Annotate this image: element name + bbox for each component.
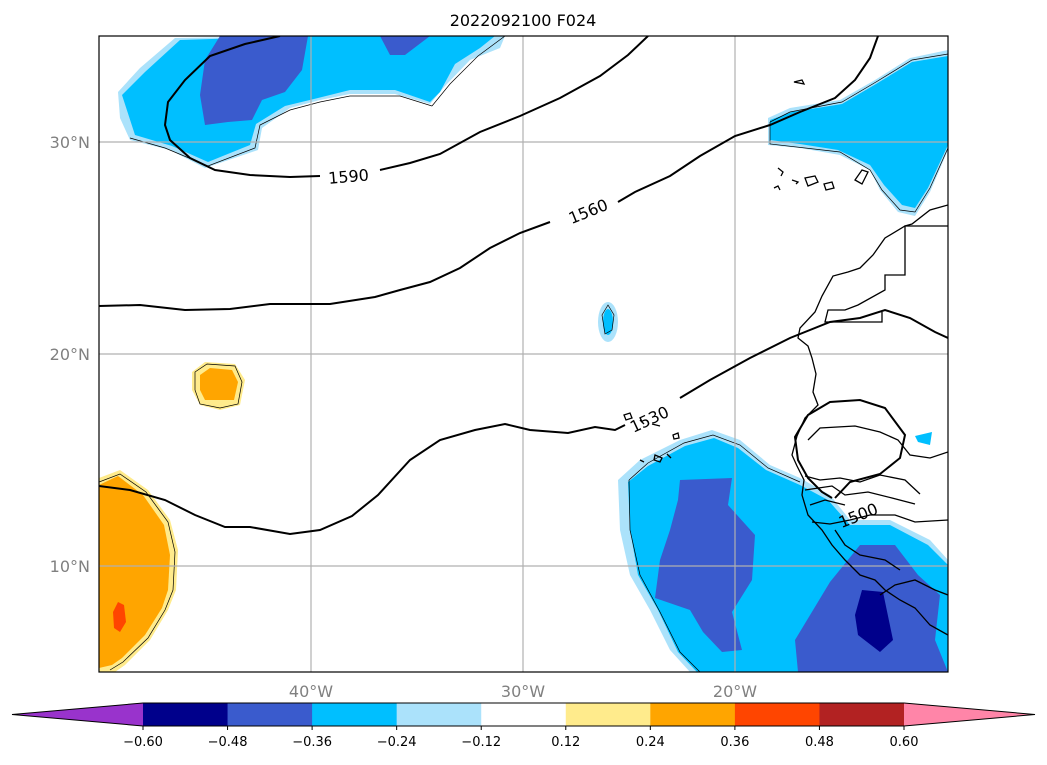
colorbar-box xyxy=(650,703,736,726)
contour-label-1590: 1590 xyxy=(327,165,369,187)
colorbar-tick-label: 0.36 xyxy=(720,735,749,750)
height-contours xyxy=(99,36,948,536)
lon-label-30w: 30°W xyxy=(501,682,545,701)
contour-1530 xyxy=(99,308,948,536)
colorbar-tick-label: 0.48 xyxy=(805,735,834,750)
colorbar-tick-label: 0.12 xyxy=(551,735,580,750)
colorbar-box xyxy=(734,703,820,726)
colorbar: −0.60 −0.48 −0.36 −0.24 −0.12 0.12 0.24 0.36 0.4… xyxy=(11,702,1036,750)
colorbar-extend-low xyxy=(12,703,143,726)
colorbar-tick-label: −0.12 xyxy=(461,735,501,750)
colorbar-box xyxy=(819,703,905,726)
colorbar-tick-label: −0.60 xyxy=(123,735,163,750)
contour-1500 xyxy=(793,398,907,499)
lat-label-30n: 30°N xyxy=(50,133,90,152)
map-panel: 1590 1560 1530 1500 xyxy=(99,36,948,672)
shading-northeast-negative xyxy=(768,50,948,216)
longitude-axis: 40°W 30°W 20°W xyxy=(289,682,757,701)
lat-label-20n: 20°N xyxy=(50,345,90,364)
map-title: 2022092100 F024 xyxy=(450,11,597,30)
colorbar-tick-label: −0.36 xyxy=(292,735,332,750)
lon-label-20w: 20°W xyxy=(713,682,757,701)
contour-1590-east xyxy=(617,36,879,203)
coastlines xyxy=(623,79,948,636)
colorbar-box xyxy=(565,703,651,726)
colorbar-box xyxy=(143,703,229,726)
map-frame xyxy=(98,35,949,673)
colorbar-box xyxy=(227,703,313,726)
colorbar-extend-high xyxy=(904,703,1035,726)
shading-southeast-negative xyxy=(618,430,948,672)
colorbar-box xyxy=(396,703,482,726)
shading-small-positive xyxy=(192,362,245,410)
shading-boundaries xyxy=(99,36,948,672)
grid-lines xyxy=(99,36,948,672)
lat-label-10n: 10°N xyxy=(50,557,90,576)
shading-small-negative xyxy=(598,302,618,342)
colorbar-box xyxy=(481,703,567,726)
colorbar-tick-label: −0.24 xyxy=(377,735,417,750)
colorbar-tick-label: −0.48 xyxy=(208,735,248,750)
colorbar-box xyxy=(312,703,398,726)
contour-1560 xyxy=(99,221,551,312)
lon-label-40w: 40°W xyxy=(289,682,333,701)
colorbar-tick-label: 0.24 xyxy=(636,735,665,750)
contour-1590 xyxy=(163,36,649,179)
colorbar-tick-label: 0.60 xyxy=(890,735,919,750)
latitude-axis: 30°N 20°N 10°N xyxy=(50,133,90,576)
